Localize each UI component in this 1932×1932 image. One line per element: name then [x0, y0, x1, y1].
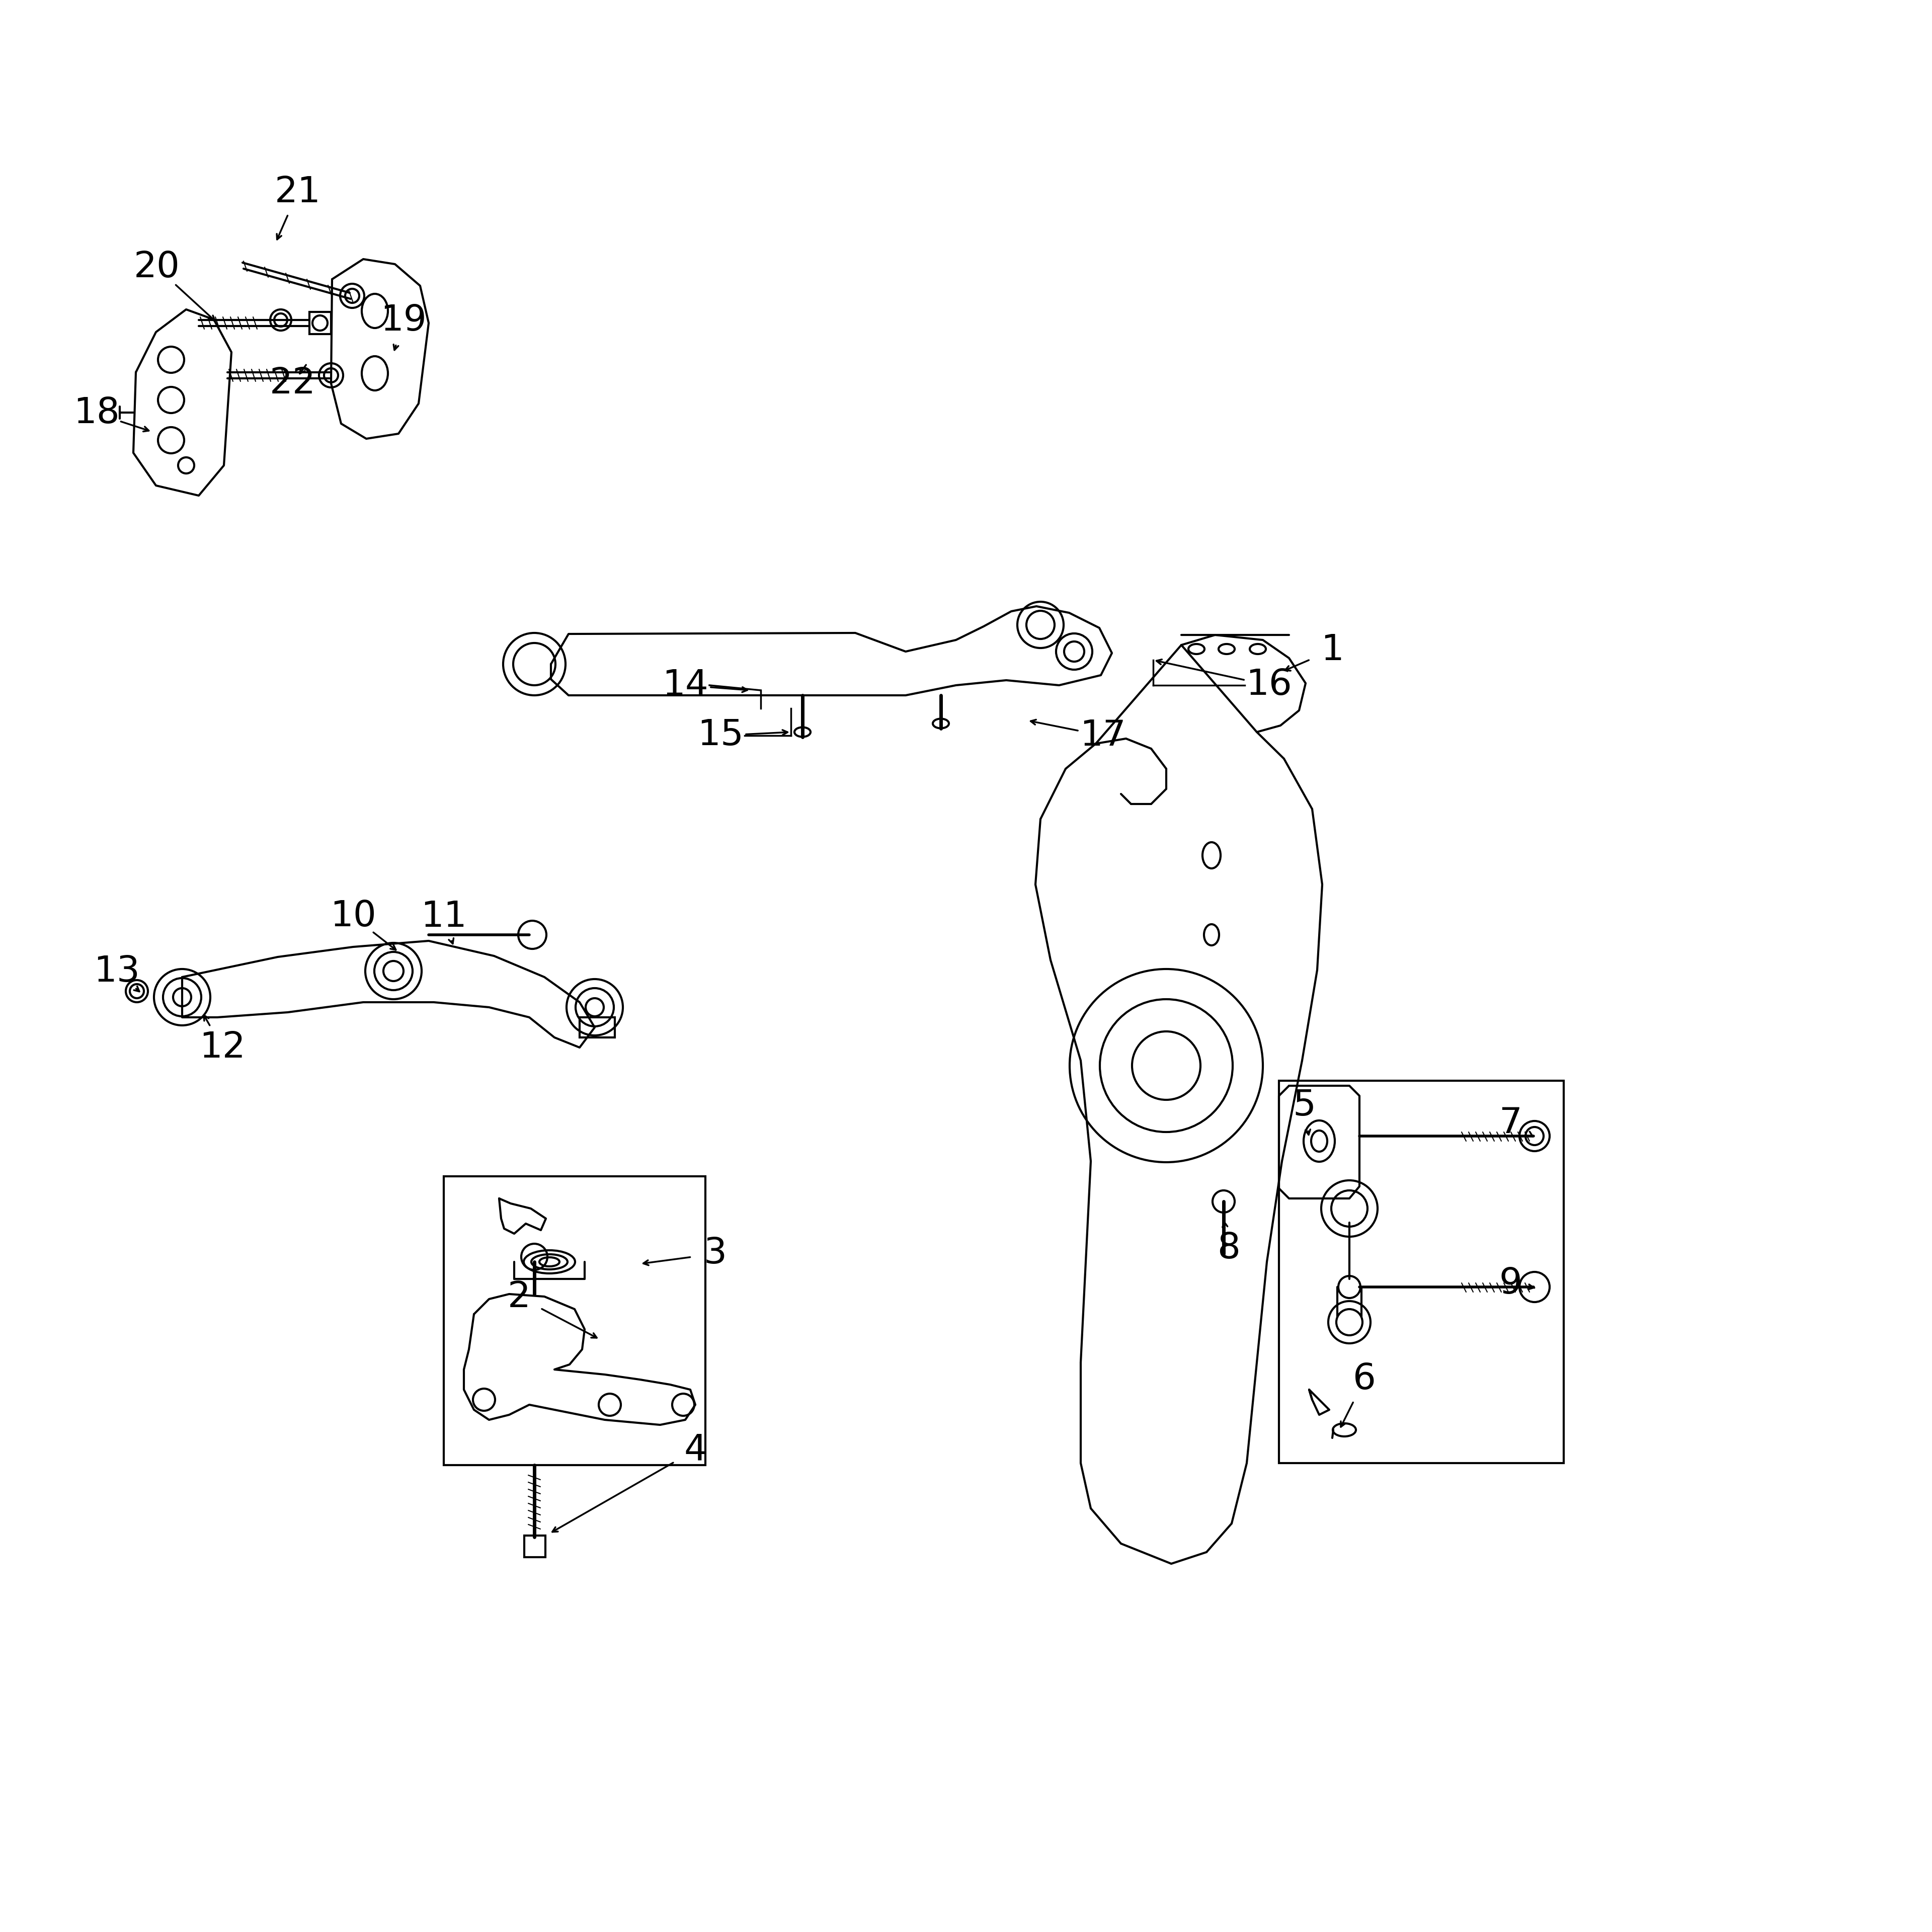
Bar	[524, 1536, 545, 1557]
Text: 11: 11	[421, 898, 468, 933]
Text: 3: 3	[703, 1236, 726, 1271]
Text: 14: 14	[663, 668, 709, 703]
Bar	[309, 311, 330, 334]
Bar	[444, 1177, 705, 1464]
Text: 7: 7	[1499, 1105, 1522, 1140]
Text: 1: 1	[1321, 632, 1345, 667]
Text: 21: 21	[274, 174, 321, 209]
Text: 9: 9	[1499, 1267, 1522, 1302]
Text: 19: 19	[381, 303, 427, 338]
Text: 15: 15	[697, 719, 744, 753]
Text: 17: 17	[1080, 719, 1126, 753]
Text: 13: 13	[93, 954, 139, 989]
Text: 6: 6	[1352, 1362, 1376, 1397]
Text: 10: 10	[330, 898, 377, 933]
Text: 8: 8	[1217, 1231, 1240, 1265]
Text: 2: 2	[508, 1279, 531, 1314]
Bar	[580, 1018, 614, 1037]
Bar	[1279, 1080, 1563, 1463]
Text: 5: 5	[1293, 1088, 1316, 1122]
Text: 20: 20	[133, 251, 180, 286]
Text: 22: 22	[270, 365, 317, 400]
Text: 4: 4	[684, 1434, 707, 1468]
Text: 18: 18	[73, 396, 120, 431]
Text: 12: 12	[199, 1030, 245, 1065]
Text: 16: 16	[1246, 668, 1293, 703]
